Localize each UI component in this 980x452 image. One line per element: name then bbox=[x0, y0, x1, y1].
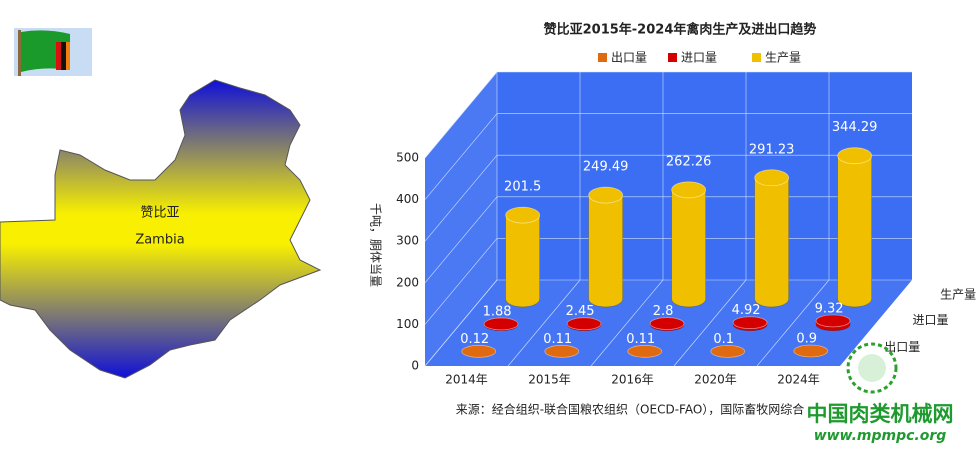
watermark-name: 中国肉类机械网 bbox=[807, 402, 954, 426]
x-tick-label: 2020年 bbox=[694, 373, 737, 387]
value-label: 201.5 bbox=[504, 180, 541, 195]
y-tick-label: 0 bbox=[411, 359, 419, 373]
value-label: 2.8 bbox=[653, 304, 674, 319]
left-wall bbox=[425, 72, 497, 366]
value-label: 262.26 bbox=[666, 154, 712, 169]
depth-label: 进口量 bbox=[913, 313, 949, 327]
x-tick-label: 2016年 bbox=[611, 373, 654, 387]
bar bbox=[588, 186, 623, 308]
value-label: 9.32 bbox=[815, 301, 844, 316]
bar-cap bbox=[754, 169, 790, 187]
floor-line bbox=[756, 279, 830, 367]
y-tick-label: 200 bbox=[396, 275, 419, 289]
watermark-url: www.mpmpc.org bbox=[814, 428, 947, 444]
depth-label: 生产量 bbox=[940, 287, 976, 301]
bar-cap bbox=[505, 206, 541, 224]
x-tick-label: 2014年 bbox=[445, 373, 488, 387]
bar-cap bbox=[461, 344, 497, 358]
bar-cap bbox=[837, 147, 873, 165]
value-label: 0.1 bbox=[713, 332, 734, 347]
flag bbox=[14, 28, 92, 76]
value-label: 291.23 bbox=[749, 142, 795, 157]
value-label: 2.45 bbox=[566, 304, 595, 319]
bar-cap bbox=[649, 317, 685, 330]
bar-cap bbox=[483, 317, 519, 331]
bar bbox=[671, 181, 706, 308]
grid-line bbox=[424, 238, 498, 325]
bar-cap bbox=[793, 344, 829, 358]
y-tick-label: 100 bbox=[396, 317, 419, 331]
grid-line bbox=[424, 155, 498, 242]
value-label: 344.29 bbox=[832, 120, 878, 135]
bar-cap bbox=[627, 344, 663, 358]
plot: 0 100 200 300 400 500 2014年 2015年 2016年 2020年 2024… bbox=[396, 51, 976, 387]
floor-line bbox=[673, 279, 747, 367]
bar-cap bbox=[732, 316, 768, 330]
bar-cap bbox=[566, 317, 602, 331]
legend-label: 生产量 bbox=[765, 51, 801, 65]
bar-cap bbox=[588, 186, 624, 204]
chart-title: 赞比亚2015年-2024年禽肉生产及进出口趋势 bbox=[543, 22, 817, 38]
floor-line bbox=[590, 279, 664, 367]
legend-swatch bbox=[752, 53, 761, 62]
bar bbox=[837, 147, 872, 308]
bar-cap bbox=[710, 344, 746, 358]
y-tick-label: 400 bbox=[396, 192, 419, 206]
value-label: 0.11 bbox=[543, 332, 572, 347]
legend-swatch bbox=[668, 53, 677, 62]
bar bbox=[754, 169, 789, 308]
grid-line bbox=[424, 196, 498, 283]
legend-label: 出口量 bbox=[611, 51, 647, 65]
y-axis-label: 千吨，胴体当量 bbox=[369, 203, 383, 287]
grid-line bbox=[424, 71, 498, 159]
y-tick-label: 500 bbox=[396, 151, 419, 165]
watermark: 中国肉类机械网 www.mpmpc.org bbox=[807, 342, 954, 444]
value-label: 0.12 bbox=[460, 332, 489, 347]
map-label: 赞比亚 bbox=[140, 206, 179, 221]
grid-line bbox=[424, 113, 498, 200]
depth-label: 出口量 bbox=[884, 340, 920, 354]
value-label: 1.88 bbox=[483, 304, 512, 319]
x-tick-label: 2024年 bbox=[777, 373, 820, 387]
bar-cap bbox=[671, 181, 707, 199]
floor-line bbox=[507, 279, 581, 367]
bar-cap bbox=[544, 344, 580, 358]
map-shape bbox=[0, 79, 322, 379]
value-label: 249.49 bbox=[583, 160, 629, 175]
legend-swatch bbox=[598, 53, 607, 62]
legend-label: 进口量 bbox=[681, 51, 717, 65]
source-note: 来源：经合组织-联合国粮农组织（OECD-FAO），国际畜牧网综合 bbox=[456, 402, 805, 417]
y-tick-label: 300 bbox=[396, 234, 419, 248]
value-label: 0.9 bbox=[796, 332, 817, 347]
x-tick-label: 2015年 bbox=[528, 373, 571, 387]
floor-line bbox=[424, 279, 498, 367]
value-label: 0.11 bbox=[626, 332, 655, 347]
bar-cap bbox=[815, 314, 851, 328]
value-label: 4.92 bbox=[732, 303, 761, 318]
map-label: Zambia bbox=[135, 233, 184, 248]
